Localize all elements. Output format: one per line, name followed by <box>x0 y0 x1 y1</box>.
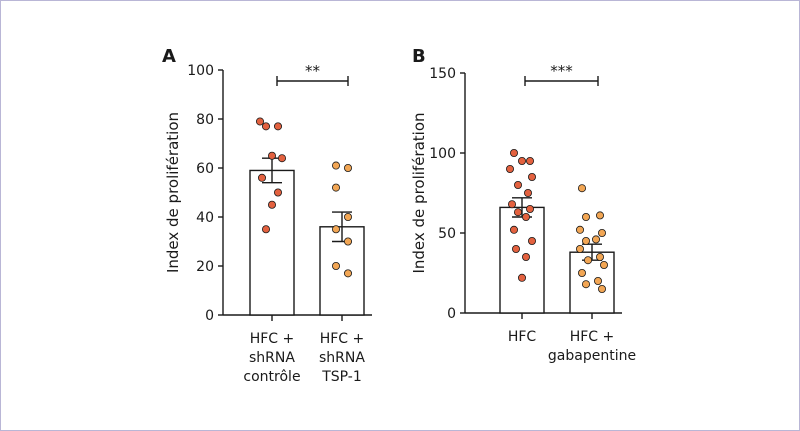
data-point <box>343 212 352 221</box>
data-point <box>514 180 523 189</box>
bar <box>249 169 295 316</box>
data-point <box>526 156 535 165</box>
data-point <box>267 151 276 160</box>
data-point <box>576 225 585 234</box>
data-point <box>592 235 601 244</box>
y-axis-label: Index de prolifération <box>164 112 182 273</box>
category-label: shRNA <box>319 350 365 366</box>
data-point <box>331 161 340 170</box>
data-point <box>331 225 340 234</box>
category-label: HFC + <box>250 331 295 347</box>
bar <box>499 206 545 314</box>
data-point <box>267 200 276 209</box>
data-point <box>518 273 527 282</box>
data-point <box>578 268 587 277</box>
data-point <box>343 269 352 278</box>
panel-letter: A <box>162 46 176 67</box>
data-point <box>596 252 605 261</box>
data-point <box>255 117 264 126</box>
y-axis-label: Index de prolifération <box>410 112 428 273</box>
data-point <box>261 122 270 131</box>
data-point <box>257 173 266 182</box>
data-point <box>509 225 518 234</box>
panel-letter: B <box>412 46 426 67</box>
data-point <box>594 276 603 285</box>
category-label: TSP-1 <box>321 369 362 385</box>
category-label: HFC + <box>570 329 615 345</box>
data-point <box>600 260 609 269</box>
data-point <box>505 164 514 173</box>
data-point <box>518 156 527 165</box>
data-point <box>273 122 282 131</box>
data-point <box>514 208 523 217</box>
data-point <box>598 284 607 293</box>
data-point <box>331 261 340 270</box>
y-tick-label: 150 <box>429 66 456 82</box>
y-tick-label: 40 <box>196 210 214 226</box>
data-point <box>584 256 593 265</box>
category-label: HFC + <box>320 331 365 347</box>
y-tick-label: 50 <box>438 226 456 242</box>
significance-label: *** <box>550 62 573 80</box>
data-point <box>528 236 537 245</box>
category-label: gabapentine <box>548 348 636 364</box>
y-tick-label: 60 <box>196 161 214 177</box>
data-point <box>512 244 521 253</box>
data-point <box>582 212 591 221</box>
category-label: shRNA <box>249 350 295 366</box>
data-point <box>528 172 537 181</box>
data-point <box>273 188 282 197</box>
bar <box>569 251 615 314</box>
y-tick-label: 0 <box>447 306 456 322</box>
data-point <box>582 236 591 245</box>
data-point <box>261 225 270 234</box>
data-point <box>277 154 286 163</box>
y-tick-label: 100 <box>187 63 214 79</box>
data-point <box>343 237 352 246</box>
data-point <box>507 200 516 209</box>
data-point <box>343 163 352 172</box>
data-point <box>522 252 531 261</box>
data-point <box>524 188 533 197</box>
data-point <box>576 244 585 253</box>
category-label: contrôle <box>243 369 300 385</box>
data-point <box>578 184 587 193</box>
panel-b: B 0 50 100 150 Index de prolifération HFC HFC +… <box>410 46 636 364</box>
panel-a: A 0 20 40 60 80 100 Index de prolifération HFC +… <box>162 46 372 385</box>
y-tick-label: 20 <box>196 259 214 275</box>
significance-label: ** <box>305 62 321 80</box>
y-tick-label: 0 <box>205 308 214 324</box>
data-point <box>582 280 591 289</box>
y-tick-label: 80 <box>196 112 214 128</box>
y-tick-label: 100 <box>429 146 456 162</box>
category-label: HFC <box>508 329 537 345</box>
data-point <box>526 204 535 213</box>
data-point <box>598 228 607 237</box>
data-point <box>522 212 531 221</box>
data-point <box>509 148 518 157</box>
data-point <box>596 211 605 220</box>
data-point <box>331 183 340 192</box>
